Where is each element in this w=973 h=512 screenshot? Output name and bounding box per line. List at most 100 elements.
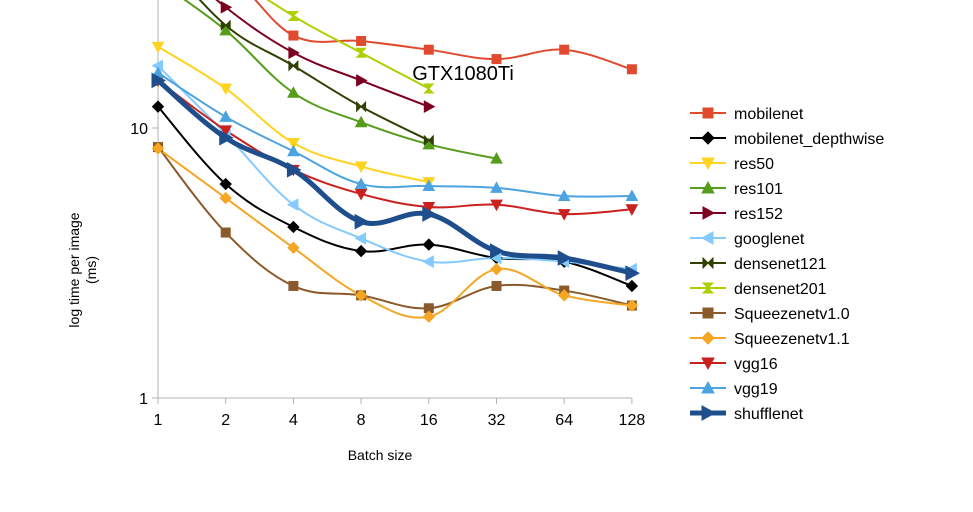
data-point-densenet121 — [423, 134, 434, 147]
data-point-res101 — [354, 115, 368, 128]
series-line-googlenet — [157, 64, 633, 271]
data-point-shufflenet — [490, 243, 505, 259]
legend-swatch-marker — [702, 256, 714, 270]
data-point-densenet201 — [287, 10, 300, 21]
data-point-res152 — [356, 74, 368, 87]
x-tick-label: 1 — [154, 412, 163, 429]
legend-label: shufflenet — [734, 406, 804, 423]
legend-swatch-marker — [701, 282, 715, 294]
data-point-densenet121 — [356, 100, 367, 113]
data-point-vgg19 — [490, 181, 503, 193]
data-point-mobilenet-depthwise — [354, 244, 368, 258]
y-axis-ticks: 110100 — [130, 121, 158, 408]
legend-label: vgg16 — [734, 356, 778, 373]
data-point-squeezenetv1-1 — [219, 191, 232, 205]
data-point-vgg19 — [422, 179, 436, 191]
data-point-vgg16 — [625, 204, 639, 216]
series-line-res101 — [183, 0, 498, 160]
data-point-squeezenetv1-0 — [491, 280, 502, 291]
data-point-res50 — [287, 137, 300, 150]
data-point-shufflenet — [151, 72, 167, 89]
data-point-mobilenet-depthwise — [625, 279, 639, 293]
series-markers — [151, 0, 640, 323]
data-point-mobilenet — [356, 36, 367, 47]
data-point-googlenet — [422, 255, 434, 268]
legend-label: mobilenet — [734, 106, 804, 123]
legend-item-squeezenetv1-1: Squeezenetv1.1 — [690, 331, 850, 348]
data-point-shufflenet — [286, 161, 302, 178]
legend-item-squeezenetv1-0: Squeezenetv1.0 — [690, 306, 850, 323]
legend-label: Squeezenetv1.0 — [734, 306, 850, 323]
data-point-mobilenet-depthwise — [287, 220, 300, 234]
data-point-res101 — [219, 23, 233, 36]
data-point-mobilenet-depthwise — [219, 177, 232, 191]
y-tick-label: 1 — [139, 391, 148, 408]
data-point-googlenet — [286, 198, 299, 212]
data-point-vgg16 — [490, 199, 503, 212]
legend-label: Squeezenetv1.1 — [734, 331, 850, 348]
data-point-res152 — [288, 46, 300, 60]
data-point-squeezenetv1-1 — [625, 299, 639, 312]
legend-item-googlenet: googlenet — [690, 231, 805, 248]
y-axis-label-line-2: (ms) — [83, 256, 99, 284]
data-point-densenet201 — [355, 47, 367, 58]
data-point-vgg16 — [354, 188, 368, 201]
data-point-shufflenet — [219, 129, 234, 146]
legend-item-densenet201: densenet201 — [690, 281, 827, 298]
series-line-vgg19 — [157, 71, 633, 198]
data-point-res50 — [354, 161, 368, 174]
legend-swatch-marker — [702, 206, 716, 220]
legend-swatch-marker — [701, 131, 715, 145]
y-tick-label: 10 — [130, 121, 148, 138]
data-point-squeezenetv1-1 — [151, 142, 165, 155]
legend-item-res50: res50 — [690, 156, 774, 173]
data-point-res152 — [220, 0, 233, 14]
data-point-squeezenetv1-0 — [220, 227, 231, 238]
data-point-shufflenet — [625, 265, 640, 281]
legend-item-vgg16: vgg16 — [690, 356, 778, 373]
data-point-mobilenet — [559, 44, 570, 55]
legend-label: res50 — [734, 156, 774, 173]
data-point-squeezenetv1-1 — [422, 310, 436, 323]
legend: mobilenet mobilenet_depthwise res50 res101 r… — [690, 106, 884, 423]
data-point-mobilenet-depthwise — [151, 100, 165, 113]
legend-swatch-marker — [702, 307, 714, 319]
data-point-res101 — [422, 137, 436, 150]
legend-label: mobilenet_depthwise — [734, 131, 884, 148]
data-point-googlenet — [354, 232, 367, 245]
series-line-vgg16 — [157, 79, 633, 216]
data-point-mobilenet — [626, 64, 637, 75]
legend-swatch-marker — [701, 405, 717, 421]
data-point-res101 — [490, 152, 503, 164]
x-tick-label: 8 — [357, 412, 366, 429]
data-point-shufflenet — [557, 250, 573, 266]
data-point-densenet201 — [423, 83, 435, 94]
legend-swatch-marker — [702, 107, 714, 119]
legend-item-res101: res101 — [690, 180, 783, 198]
series-line-mobilenet — [254, 0, 633, 71]
x-axis-ticks: 1 2 4 8 16 32 64 128 — [154, 398, 645, 429]
data-point-vgg16 — [557, 209, 571, 221]
x-axis-label: Batch size — [348, 447, 413, 463]
legend-item-shufflenet: shufflenet — [690, 405, 804, 423]
legend-swatch-marker — [701, 331, 715, 345]
legend-item-mobilenet: mobilenet — [690, 106, 804, 123]
legend-label: densenet121 — [734, 256, 827, 273]
data-point-vgg19 — [557, 189, 571, 201]
legend-label: vgg19 — [734, 381, 778, 398]
series-line-squeezenetv1-1 — [157, 147, 633, 319]
data-point-squeezenetv1-1 — [287, 241, 300, 255]
legend-label: res101 — [734, 181, 783, 198]
data-point-shufflenet — [354, 213, 370, 230]
x-tick-label: 2 — [221, 412, 230, 429]
data-point-squeezenetv1-1 — [557, 289, 571, 302]
series-line-shufflenet — [155, 77, 635, 276]
x-tick-label: 64 — [555, 412, 573, 429]
x-tick-label: 16 — [420, 412, 438, 429]
legend-label: densenet201 — [734, 281, 827, 298]
data-point-vgg19 — [354, 177, 368, 190]
x-tick-label: 4 — [289, 412, 298, 429]
data-point-mobilenet — [423, 44, 434, 55]
data-point-vgg19 — [219, 110, 233, 122]
